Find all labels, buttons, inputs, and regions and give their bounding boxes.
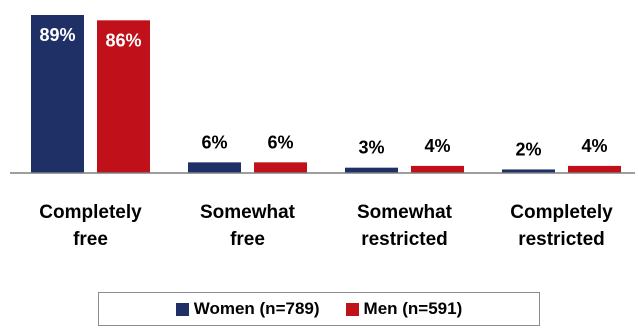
- data-label-women-0: 89%: [39, 25, 75, 45]
- bar-men-2: [411, 165, 464, 173]
- data-labels-group: 89% 86% 6% 6% 3% 4% 2% 4%: [39, 25, 607, 159]
- legend-item-men: Men (n=591): [345, 299, 463, 319]
- category-label-1-line-0: Somewhat: [200, 202, 296, 223]
- bar-men-0: [97, 20, 150, 174]
- bar-men-1: [254, 162, 307, 173]
- bar-women-1: [188, 162, 241, 173]
- category-label-1-line-1: free: [230, 229, 265, 250]
- bars-group: [31, 15, 621, 174]
- data-label-men-2: 4%: [424, 136, 450, 156]
- data-label-women-3: 2%: [515, 139, 541, 159]
- category-label-2-line-1: restricted: [361, 229, 448, 250]
- category-label-0-line-1: free: [73, 229, 108, 250]
- legend-label-men: Men (n=591): [363, 299, 463, 318]
- bar-women-3: [502, 169, 555, 173]
- data-label-men-1: 6%: [267, 132, 293, 152]
- bar-women-0: [31, 15, 84, 173]
- data-label-men-0: 86%: [105, 30, 141, 50]
- data-label-women-2: 3%: [358, 138, 384, 158]
- data-label-men-3: 4%: [581, 136, 607, 156]
- category-labels-group: Completely free Somewhat free Somewhat restri…: [39, 202, 613, 250]
- category-label-2-line-0: Somewhat: [357, 202, 453, 223]
- legend-label-women: Women (n=789): [193, 299, 320, 318]
- data-label-women-1: 6%: [201, 132, 227, 152]
- legend-item-women: Women (n=789): [175, 299, 320, 319]
- bar-women-2: [345, 167, 398, 173]
- legend-swatch-women: [175, 302, 189, 316]
- legend-swatch-men: [345, 302, 359, 316]
- category-label-3-line-0: Completely: [510, 202, 613, 223]
- category-label-3-line-1: restricted: [518, 229, 605, 250]
- legend: Women (n=789) Men (n=591): [98, 292, 540, 326]
- bar-men-3: [568, 165, 621, 173]
- category-label-0-line-0: Completely: [39, 202, 142, 223]
